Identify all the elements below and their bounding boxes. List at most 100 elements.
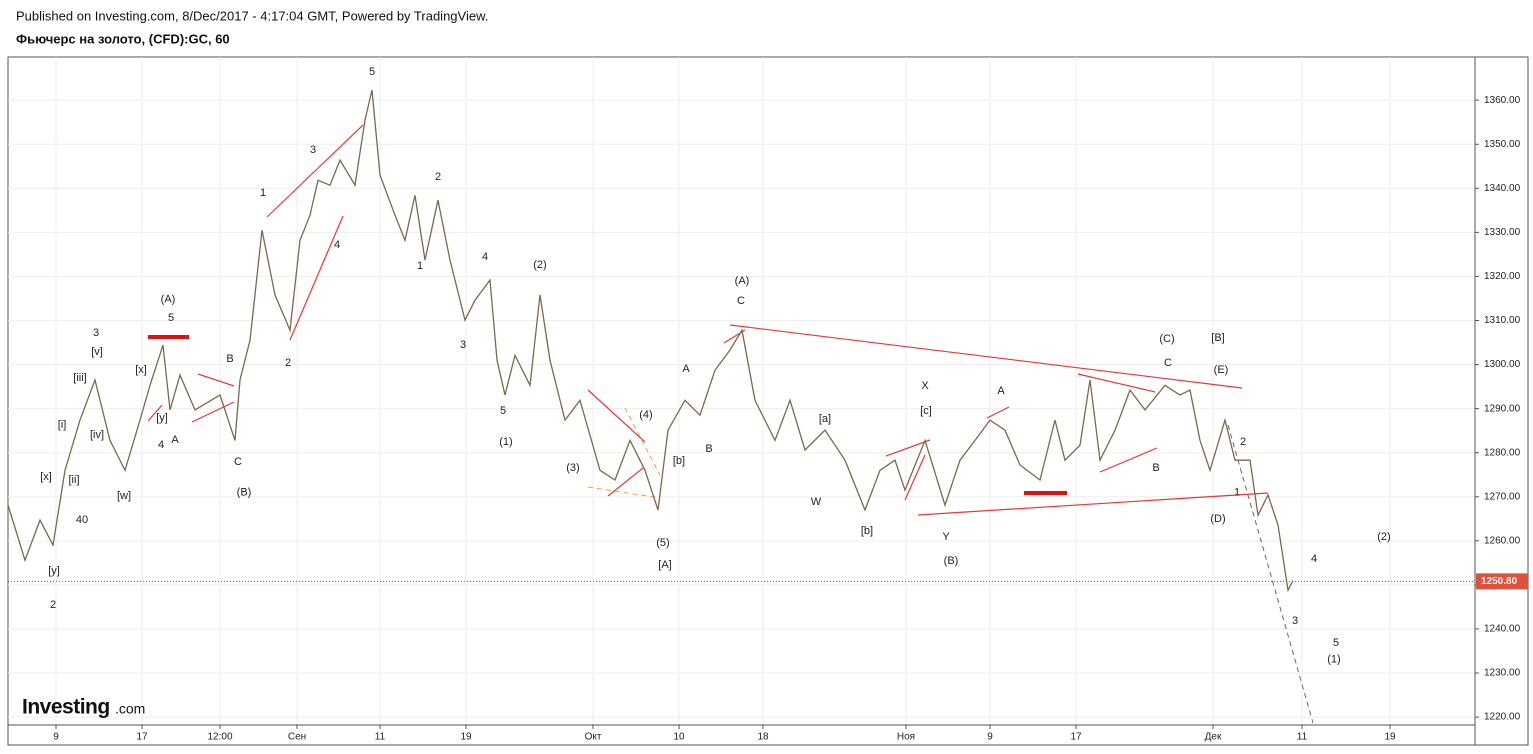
wave-label: A [997, 385, 1005, 397]
wave-label: [a] [819, 413, 831, 425]
orange-line [587, 486, 661, 499]
wave-label: (2) [533, 259, 546, 271]
wave-label: 3 [93, 327, 99, 339]
x-tick-label: 18 [757, 732, 769, 743]
wave-label: [x] [40, 471, 52, 483]
wave-label: 2 [1240, 436, 1246, 448]
symbol-title: Фьючерс на золото, (CFD):GC, 60 [16, 31, 230, 46]
wave-label: 3 [460, 339, 466, 351]
y-tick-label: 1340.00 [1484, 183, 1521, 194]
wave-label: A [682, 363, 690, 375]
x-tick-label: 11 [375, 732, 386, 743]
y-tick-label: 1270.00 [1484, 491, 1521, 502]
last-price-label: 1250.80 [1481, 576, 1518, 587]
wave-label: B [705, 443, 712, 455]
y-tick-label: 1230.00 [1484, 668, 1521, 679]
y-tick-label: 1360.00 [1484, 95, 1521, 106]
wave-label: 4 [334, 239, 340, 251]
x-tick-label: 10 [673, 732, 685, 743]
x-tick-label: Ноя [897, 732, 915, 743]
trend-line [986, 406, 1010, 419]
wave-label: [y] [48, 565, 60, 577]
trend-line [197, 373, 235, 387]
x-tick-label: 17 [136, 732, 148, 743]
wave-label: 2 [50, 599, 56, 611]
wave-label: 4 [158, 439, 164, 451]
trend-line [1077, 373, 1156, 393]
trend-line [289, 215, 344, 341]
y-tick-label: 1220.00 [1484, 712, 1521, 723]
wave-label: 1 [1234, 486, 1240, 498]
wave-label: 4 [482, 251, 488, 263]
wave-label: (4) [639, 409, 652, 421]
wave-label: (1) [1327, 654, 1340, 666]
wave-label: (E) [1214, 364, 1229, 376]
trend-line [266, 124, 364, 218]
x-tick-label: 11 [1297, 732, 1308, 743]
x-tick-label: 9 [987, 732, 993, 743]
y-tick-label: 1240.00 [1484, 624, 1521, 635]
trend-line [191, 401, 235, 423]
wave-label: B [226, 353, 233, 365]
wave-label: [i] [58, 419, 67, 431]
last-price-tag [1476, 573, 1528, 590]
wave-label: (B) [944, 555, 959, 567]
y-tick-label: 1300.00 [1484, 359, 1521, 370]
wave-label: X [921, 380, 929, 392]
wave-label: [ii] [69, 474, 80, 486]
wave-label: (2) [1377, 531, 1390, 543]
y-tick-label: 1320.00 [1484, 271, 1521, 282]
wave-label: 3 [310, 144, 316, 156]
wave-label: 5 [1333, 637, 1339, 649]
wave-label: C [737, 295, 745, 307]
x-tick-label: Дек [1205, 732, 1222, 743]
wave-label: [x] [135, 364, 147, 376]
wave-label: W [811, 496, 822, 508]
published-line: Published on Investing.com, 8/Dec/2017 -… [16, 8, 488, 23]
wave-label: A [171, 434, 179, 446]
wave-label: 40 [76, 514, 88, 526]
wave-label: 1 [260, 187, 266, 199]
price-line [7, 89, 1294, 593]
x-tick-label: 9 [53, 732, 59, 743]
wave-label: B [1152, 462, 1159, 474]
wave-label: [iv] [90, 429, 104, 441]
trend-line [607, 467, 644, 497]
wave-label: [c] [920, 405, 932, 417]
wave-label: [iii] [73, 372, 86, 384]
wave-label: (1) [499, 436, 512, 448]
wave-label: 4 [1311, 553, 1317, 565]
wave-label: Y [942, 531, 950, 543]
orange-line [624, 407, 661, 476]
grid [8, 57, 1475, 725]
wave-label: [y] [156, 412, 168, 424]
wave-label: 3 [1292, 615, 1298, 627]
plot: (A) 5 3 [v] [iii] [i] [iv] [x] [ii] [w] 40 [y] 2 [x] [… [7, 66, 1475, 666]
wave-label: C [1164, 357, 1172, 369]
wave-label: 2 [435, 171, 441, 183]
wave-label: (C) [1159, 333, 1174, 345]
y-tick-label: 1260.00 [1484, 535, 1521, 546]
y-tick-label: 1290.00 [1484, 403, 1521, 414]
trend-line [587, 389, 646, 443]
wave-label: [w] [117, 490, 131, 502]
logo-suffix: .com [115, 701, 145, 717]
trend-line [904, 454, 926, 501]
wave-label: (B) [237, 486, 252, 498]
y-tick-label: 1350.00 [1484, 139, 1521, 150]
chart-frame [7, 56, 1529, 746]
wave-label: [v] [91, 346, 103, 358]
wave-label: C [234, 456, 242, 468]
y-tick-label: 1310.00 [1484, 315, 1521, 326]
wave-label: [b] [673, 455, 685, 467]
x-tick-label: 19 [460, 732, 472, 743]
logo: Investing [22, 696, 110, 719]
x-tick-label: Сен [288, 732, 306, 743]
x-tick-label: 12:00 [207, 732, 232, 743]
wave-label: [A] [658, 559, 671, 571]
trend-line [729, 324, 1243, 389]
wave-label: [b] [861, 525, 873, 537]
wave-label: (D) [1210, 513, 1225, 525]
wave-label: 5 [168, 312, 174, 324]
